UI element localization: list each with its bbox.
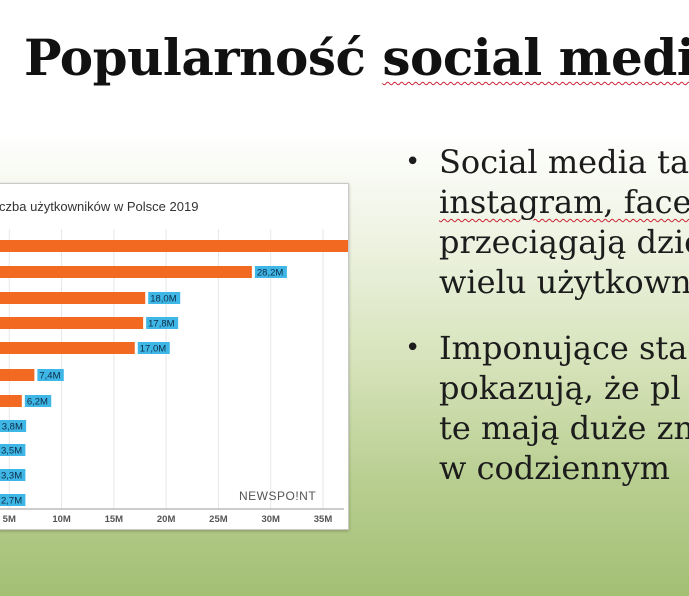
bullet-1-line-1: Social media ta — [439, 143, 689, 181]
bar — [0, 369, 35, 381]
data-label: 3,5M — [1, 446, 22, 457]
bullet-2-line-2: pokazują, że pl — [439, 369, 681, 407]
x-tick-label: 25M — [209, 514, 228, 525]
data-label: 6,2M — [27, 397, 48, 408]
data-label: 17,0M — [140, 344, 166, 355]
data-label: 2,7M — [1, 496, 22, 507]
bar — [0, 240, 348, 252]
data-label: 3,3M — [1, 471, 22, 482]
chart-image: czba użytkowników w Polsce 2019 38,4M28,… — [0, 183, 349, 530]
data-label-background — [24, 395, 52, 407]
bullet-1-line-4: wielu użytkown — [439, 263, 689, 301]
bullet-2-line-4: w codziennym — [439, 449, 670, 487]
slide-title-part1: Popularność — [24, 28, 383, 87]
data-label-background — [148, 292, 181, 304]
data-label: 7,4M — [39, 371, 60, 382]
data-label: 17,8M — [148, 319, 174, 330]
data-label-background — [0, 420, 27, 432]
bar — [0, 292, 146, 304]
data-label: 3,8M — [2, 422, 23, 433]
x-tick-label: 20M — [157, 514, 176, 525]
x-tick-label: 5M — [3, 514, 16, 525]
bullet-1-line-2: instagram, face — [439, 183, 689, 221]
data-label-background — [137, 342, 170, 354]
data-label: 28,2M — [257, 268, 283, 279]
chart-title: czba użytkowników w Polsce 2019 — [0, 199, 199, 214]
data-label-background — [146, 317, 179, 329]
bar — [0, 395, 22, 407]
data-label-background — [37, 369, 64, 381]
bullet-dot-icon: • — [405, 333, 421, 363]
x-tick-label: 15M — [105, 514, 124, 525]
bullet-2-line-1: Imponujące sta — [439, 329, 688, 367]
x-tick-label: 10M — [52, 514, 71, 525]
bar — [0, 266, 252, 278]
data-label-background — [0, 494, 26, 506]
data-label-background — [254, 266, 287, 278]
bullet-list: • Social media ta instagram, face przeci… — [405, 142, 689, 514]
x-tick-label: 35M — [314, 514, 333, 525]
bullet-item-1: • Social media ta instagram, face przeci… — [405, 142, 689, 302]
bullet-item-2: • Imponujące sta pokazują, że pl te mają… — [405, 328, 689, 488]
bar — [0, 342, 135, 354]
x-tick-label: 30M — [261, 514, 280, 525]
bullet-1-line-3: przeciągają dzie — [439, 223, 689, 261]
bar — [0, 317, 144, 329]
slide-title: Popularność social medi — [24, 28, 689, 87]
slide-title-part2: social medi — [382, 28, 689, 87]
data-label: 18,0M — [150, 294, 176, 305]
bar-chart: 38,4M28,2M18,0M17,8M17,0M7,4M6,2M3,8M3,5… — [0, 229, 348, 525]
newspoint-logo: NEWSPO!NT — [239, 489, 317, 503]
bullet-dot-icon: • — [405, 147, 421, 177]
data-label-background — [0, 469, 26, 481]
data-label-background — [0, 444, 26, 456]
bullet-2-line-3: te mają duże zn — [439, 409, 689, 447]
